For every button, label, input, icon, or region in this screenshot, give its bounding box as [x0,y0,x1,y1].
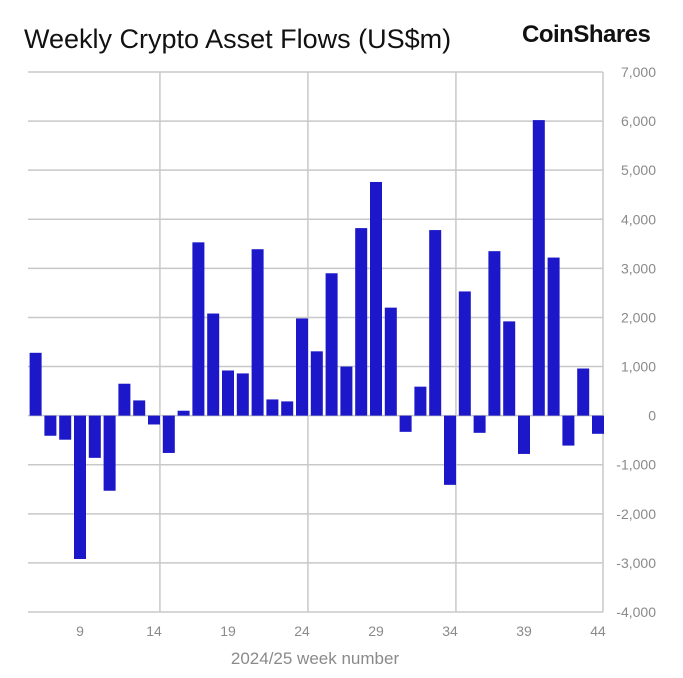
x-tick-label: 34 [442,623,458,639]
y-tick-label: 0 [648,408,656,424]
x-tick-label: 44 [590,623,606,639]
x-tick-label: 14 [146,623,162,639]
bar-week-27 [340,366,353,416]
bar-week-11 [103,415,116,491]
y-tick-label: -4,000 [616,604,656,620]
bar-week-38 [503,321,516,416]
bar-week-8 [59,415,72,440]
bar-week-39 [518,415,530,454]
chart-title: Weekly Crypto Asset Flows (US$m) [24,24,451,54]
grid [28,71,604,613]
bar-week-29 [370,181,382,416]
y-tick-label: -3,000 [616,555,656,571]
bar-week-9 [74,415,86,559]
bar-week-15 [162,415,175,453]
bar-week-20 [236,373,249,416]
y-tick-label: 1,000 [621,359,656,375]
bars [29,120,604,559]
bar-week-25 [310,351,323,416]
bar-week-24 [296,318,308,416]
bar-week-22 [266,399,279,416]
x-axis-ticks: 9 14 19 24 29 34 39 44 [76,623,606,639]
bar-week-16 [177,410,190,416]
y-tick-label: -1,000 [616,457,656,473]
y-tick-label: 2,000 [621,309,656,325]
y-tick-label: 5,000 [621,162,656,178]
bar-week-32 [414,386,427,416]
bar-week-13 [133,400,146,416]
bar-week-33 [429,230,442,416]
bar-week-21 [251,249,264,416]
x-tick-label: 29 [368,623,384,639]
y-tick-label: 4,000 [621,211,656,227]
y-tick-label: 7,000 [621,64,656,80]
bar-week-30 [384,307,397,416]
bar-week-19 [222,370,234,416]
bar-week-12 [118,383,131,416]
y-axis-ticks: 7,000 6,000 5,000 4,000 3,000 2,000 1,000 0 -1,0… [616,64,656,620]
bar-week-35 [458,291,471,416]
bar-week-28 [355,228,368,416]
bar-week-34 [444,415,456,485]
y-tick-label: 6,000 [621,113,656,129]
bar-week-31 [399,415,412,432]
bar-week-44 [592,415,604,434]
bar-week-14 [148,415,160,425]
bar-week-17 [192,242,205,416]
x-tick-label: 19 [220,623,236,639]
bar-week-26 [325,273,338,416]
y-tick-label: -2,000 [616,506,656,522]
bar-week-40 [532,120,545,416]
y-tick-label: 3,000 [621,260,656,276]
bar-week-10 [88,415,101,458]
x-axis-label: 2024/25 week number [231,649,400,668]
bar-week-42 [562,415,575,446]
coinshares-logo: CoinShares [522,21,651,48]
bar-week-37 [488,251,501,416]
x-tick-label: 39 [516,623,532,639]
bar-week-23 [281,401,294,416]
bar-week-7 [44,415,57,436]
bar-week-43 [577,368,590,416]
bar-week-41 [547,257,560,416]
x-tick-label: 9 [76,623,84,639]
bar-week-18 [207,313,220,416]
x-tick-label: 24 [294,623,310,639]
bar-week-36 [473,415,486,433]
bar-week-6 [29,352,42,416]
